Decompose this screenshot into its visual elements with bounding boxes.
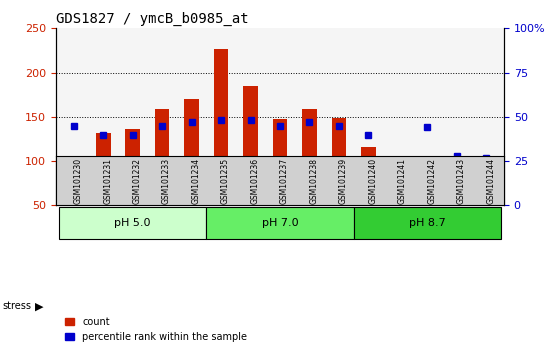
FancyBboxPatch shape xyxy=(354,207,501,239)
Text: GSM101230: GSM101230 xyxy=(74,158,83,204)
Bar xyxy=(450,180,464,205)
Bar xyxy=(420,161,435,205)
Text: stress: stress xyxy=(3,301,32,311)
FancyBboxPatch shape xyxy=(206,207,354,239)
Text: GSM101234: GSM101234 xyxy=(192,158,200,204)
Bar xyxy=(332,118,346,205)
Bar xyxy=(390,192,405,205)
Text: GSM101235: GSM101235 xyxy=(221,158,230,204)
Bar xyxy=(96,133,110,205)
Text: GSM101241: GSM101241 xyxy=(398,158,407,204)
Text: GSM101239: GSM101239 xyxy=(339,158,348,204)
Text: GSM101244: GSM101244 xyxy=(486,158,495,204)
Text: pH 7.0: pH 7.0 xyxy=(262,218,298,228)
Bar xyxy=(302,109,317,205)
FancyBboxPatch shape xyxy=(59,207,206,239)
Legend: count, percentile rank within the sample: count, percentile rank within the sample xyxy=(61,313,251,346)
Bar xyxy=(361,147,376,205)
Bar xyxy=(479,182,494,205)
Text: GSM101233: GSM101233 xyxy=(162,158,171,204)
Text: pH 5.0: pH 5.0 xyxy=(114,218,151,228)
Text: GSM101243: GSM101243 xyxy=(457,158,466,204)
Text: ▶: ▶ xyxy=(35,301,43,311)
Text: GSM101231: GSM101231 xyxy=(103,158,112,204)
Bar xyxy=(66,163,81,205)
Text: GSM101236: GSM101236 xyxy=(250,158,259,204)
Bar xyxy=(273,120,287,205)
Text: GSM101238: GSM101238 xyxy=(310,158,319,204)
Text: GSM101240: GSM101240 xyxy=(368,158,377,204)
Text: GSM101232: GSM101232 xyxy=(133,158,142,204)
Text: GSM101242: GSM101242 xyxy=(427,158,436,204)
Text: GSM101237: GSM101237 xyxy=(280,158,289,204)
Bar xyxy=(214,49,228,205)
Text: GDS1827 / ymcB_b0985_at: GDS1827 / ymcB_b0985_at xyxy=(56,12,249,26)
Bar xyxy=(125,129,140,205)
Bar xyxy=(155,109,170,205)
Text: pH 8.7: pH 8.7 xyxy=(409,218,446,228)
Bar xyxy=(243,86,258,205)
Bar xyxy=(184,99,199,205)
